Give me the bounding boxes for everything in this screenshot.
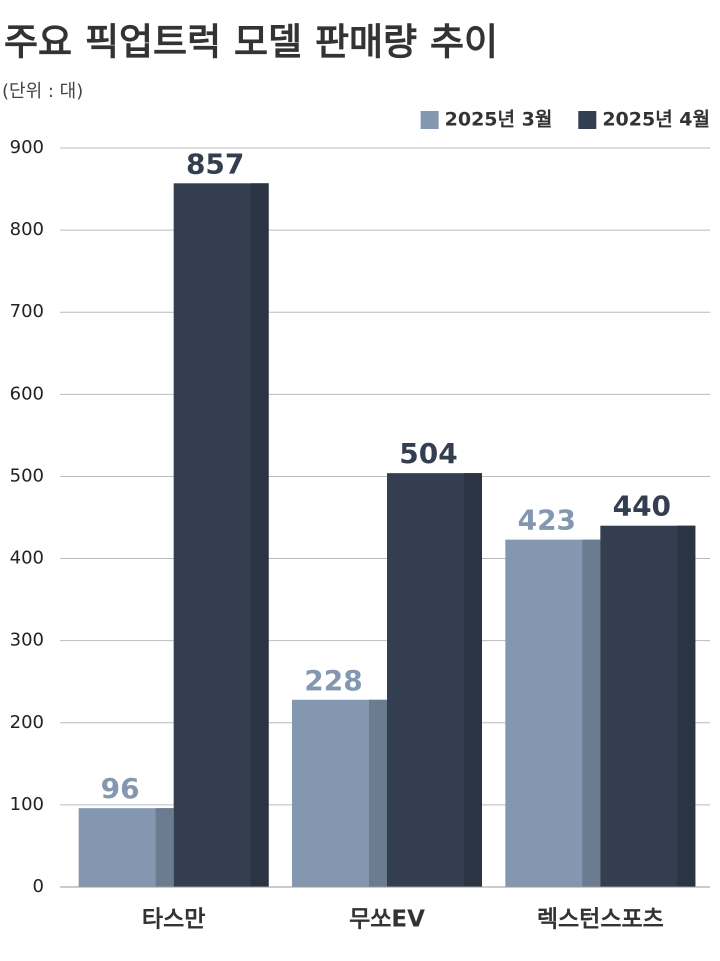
x-tick-label: 타스만 — [142, 907, 205, 933]
bar-shade — [582, 539, 601, 887]
value-label: 96 — [101, 772, 140, 805]
y-tick-label: 100 — [10, 794, 44, 815]
value-label: 857 — [186, 147, 244, 180]
x-tick-label: 무쏘EV — [349, 907, 425, 933]
y-tick-label: 900 — [10, 137, 44, 158]
y-tick-label: 400 — [10, 548, 44, 569]
value-label: 440 — [613, 490, 671, 523]
legend-label: 2025년 4월 — [602, 109, 710, 131]
bar-shade — [677, 525, 696, 887]
value-label: 504 — [399, 437, 457, 470]
y-tick-label: 600 — [10, 383, 44, 404]
x-tick-label: 렉스턴스포츠 — [537, 907, 664, 933]
bar-shade — [369, 699, 387, 887]
bar-shade — [155, 808, 174, 887]
y-tick-label: 800 — [10, 219, 44, 240]
chart-title: 주요 픽업트럭 모델 판매량 추이 — [4, 21, 498, 64]
y-tick-label: 0 — [33, 876, 44, 897]
bar-shade — [464, 473, 482, 887]
value-label: 228 — [304, 664, 362, 697]
legend-label: 2025년 3월 — [445, 109, 553, 131]
legend-swatch — [420, 111, 439, 129]
legend-swatch — [578, 111, 597, 129]
chart-subtitle: (단위 : 대) — [2, 81, 83, 102]
y-tick-label: 700 — [10, 301, 44, 322]
y-tick-label: 500 — [10, 465, 44, 486]
bar-shade — [250, 183, 269, 887]
y-tick-label: 300 — [10, 630, 44, 651]
y-tick-label: 200 — [10, 712, 44, 733]
value-label: 423 — [518, 504, 576, 537]
